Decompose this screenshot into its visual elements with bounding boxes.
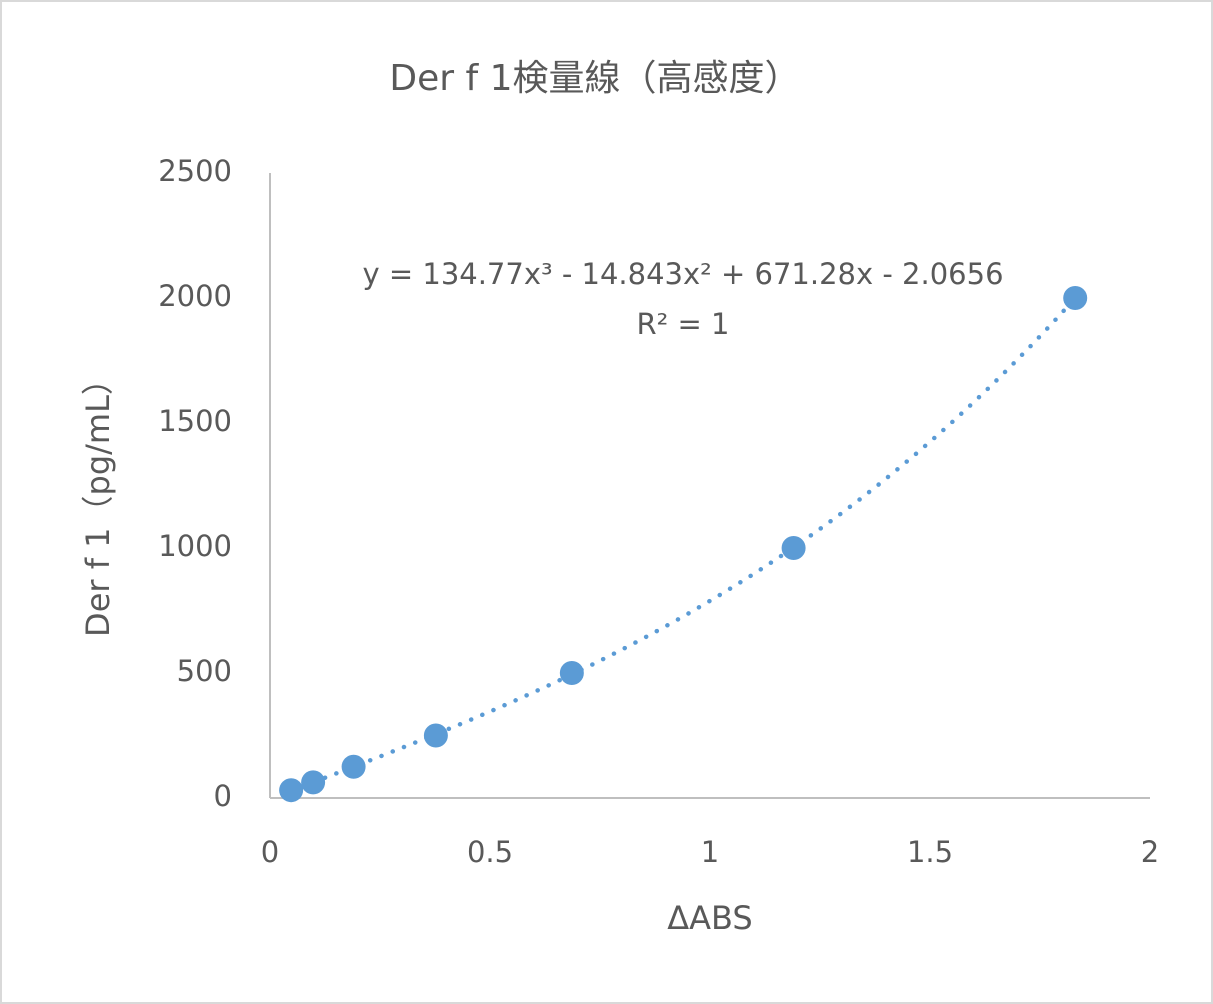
data-point — [1063, 286, 1088, 310]
y-tick-label: 2000 — [158, 279, 232, 313]
y-tick-label: 500 — [177, 654, 232, 688]
y-axis-label: Der f 1（pg/mL） — [79, 363, 117, 637]
data-point — [301, 770, 326, 795]
trendline-r2: R² = 1 — [637, 307, 730, 341]
data-point — [559, 661, 584, 685]
trendline-equation: y = 134.77x³ - 14.843x² + 671.28x - 2.06… — [362, 257, 1003, 291]
x-tick-label: 1.5 — [907, 835, 953, 869]
data-point — [423, 723, 448, 748]
x-tick-label: 1 — [701, 835, 719, 869]
x-axis-label: ΔABS — [667, 899, 752, 937]
y-tick-label: 1000 — [158, 529, 232, 563]
x-tick-label: 0 — [261, 835, 279, 869]
data-point — [341, 754, 366, 779]
chart-title: Der f 1検量線（高感度） — [389, 58, 800, 99]
data-point — [279, 778, 304, 803]
x-tick-label: 2 — [1141, 835, 1159, 869]
y-tick-label: 0 — [214, 779, 232, 813]
y-tick-label: 2500 — [158, 154, 232, 188]
x-tick-label: 0.5 — [467, 835, 513, 869]
data-point — [781, 536, 806, 560]
trendline — [288, 295, 1078, 793]
y-tick-label: 1500 — [158, 404, 232, 438]
